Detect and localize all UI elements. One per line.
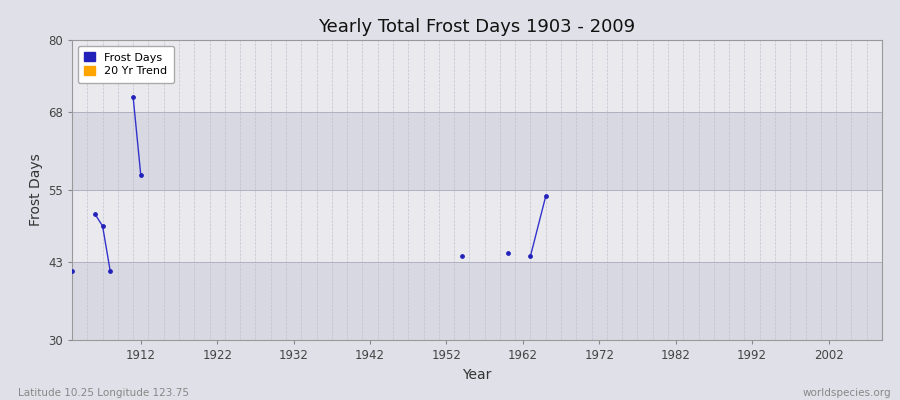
Point xyxy=(538,193,553,199)
Point xyxy=(454,253,469,259)
Y-axis label: Frost Days: Frost Days xyxy=(29,154,42,226)
Point xyxy=(87,211,102,217)
Text: Latitude 10.25 Longitude 123.75: Latitude 10.25 Longitude 123.75 xyxy=(18,388,189,398)
Point xyxy=(133,172,148,178)
X-axis label: Year: Year xyxy=(463,368,491,382)
Bar xyxy=(72,40,882,112)
Title: Yearly Total Frost Days 1903 - 2009: Yearly Total Frost Days 1903 - 2009 xyxy=(319,18,635,36)
Point xyxy=(126,94,140,100)
Point xyxy=(103,268,117,274)
Bar xyxy=(72,262,882,340)
Point xyxy=(523,253,537,259)
Bar xyxy=(72,190,882,262)
Point xyxy=(500,250,515,256)
Text: worldspecies.org: worldspecies.org xyxy=(803,388,891,398)
Legend: Frost Days, 20 Yr Trend: Frost Days, 20 Yr Trend xyxy=(77,46,174,83)
Bar xyxy=(72,112,882,190)
Point xyxy=(65,268,79,274)
Point xyxy=(95,223,110,229)
